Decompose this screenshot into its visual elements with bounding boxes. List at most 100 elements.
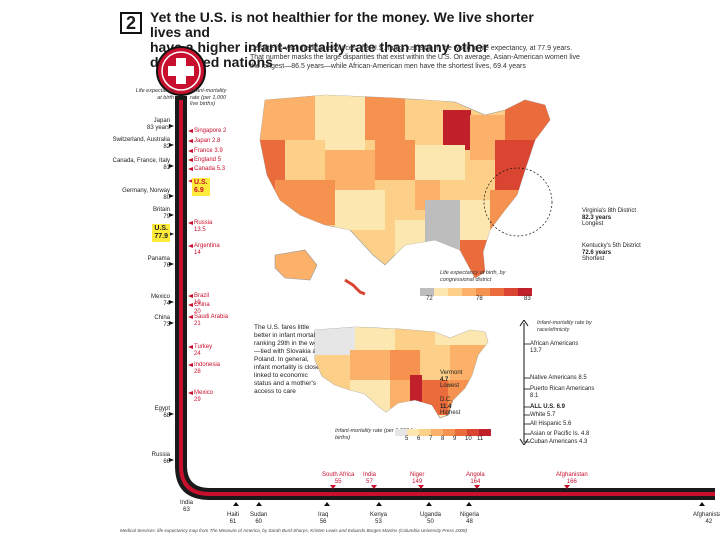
bottom-infant-tick — [330, 485, 336, 489]
infant-item: Brazil 19 — [194, 293, 209, 307]
bottom-life-value: 53 — [375, 519, 382, 525]
infant-item: Singapore 2 — [194, 128, 226, 135]
life-item-value: 80 — [163, 195, 170, 201]
horizontal-bar-stripe — [208, 492, 715, 496]
bottom-life-tick — [376, 502, 382, 506]
life-item-label: Russia — [151, 452, 170, 458]
legend2-swatch — [419, 429, 431, 436]
legend1-swatch — [518, 288, 532, 296]
infant-item-value: 13.5 — [194, 227, 206, 233]
map1-tick-low: 72 — [426, 296, 433, 302]
bottom-infant-value: 166 — [566, 479, 577, 485]
race-item-value: 4.3 — [579, 439, 588, 445]
life-item-label: Mexico — [150, 294, 170, 300]
map1-tick-high: 83 — [524, 296, 531, 302]
life-item-value: 66 — [163, 459, 170, 465]
life-expectancy-map — [259, 94, 553, 296]
infant-mortality-map — [314, 326, 489, 419]
intro-text: Despite its vast medical resources, the … — [250, 45, 580, 70]
bottom-life-item: Uganda 50 — [420, 512, 441, 526]
map2-description: The U.S. fares little better in infant m… — [254, 324, 325, 395]
race-item-value: 8.1 — [530, 393, 539, 399]
bottom-infant-label: India — [363, 472, 377, 478]
bottom-infant-value: 57 — [366, 479, 373, 485]
life-item-label: Switzerland, Australia — [112, 137, 170, 143]
life-tick — [169, 143, 174, 147]
race-item-label: ALL U.S. — [530, 404, 555, 410]
map2-legend-title: Infant-mortality rate (per 1,000 live bi… — [335, 428, 419, 441]
infant-item-value: 24 — [194, 351, 201, 357]
map1-legend: 72 78 83 — [420, 288, 532, 304]
life-item-value: 79 — [163, 214, 170, 220]
race-scale-axis — [519, 320, 530, 445]
legend1-swatch — [490, 288, 504, 296]
life-item: U.S. 77.9 — [152, 224, 170, 242]
life-item-label: Panama — [147, 256, 170, 262]
legend2-swatch — [455, 429, 467, 436]
life-item-value: 74 — [163, 301, 170, 307]
infant-item-label: France — [194, 148, 213, 154]
race-item-label: Puerto Rican Americans — [530, 386, 595, 392]
life-tick — [169, 300, 174, 304]
life-item: Mexico 74 — [151, 294, 170, 308]
infant-item-label: Mexico — [194, 390, 214, 396]
bottom-life-tick — [699, 502, 705, 506]
life-item: Britain 79 — [153, 207, 170, 221]
infant-item-value: 5.3 — [216, 166, 226, 172]
source-credit: Medical Services: life expectancy map fr… — [120, 528, 468, 533]
bottom-infant-item: India 57 — [363, 472, 376, 486]
vermont-annotation: Vermont 4.7 Lowest — [440, 370, 463, 389]
legend1-swatch — [448, 288, 462, 296]
infant-item-value: 20 — [194, 309, 201, 315]
infant-item-label: Canada — [194, 166, 216, 172]
bottom-life-item: India 63 — [180, 500, 193, 514]
race-scale-title: Infant-mortality rate by race/ethnicity — [537, 320, 592, 333]
life-item-value: 81 — [163, 165, 170, 171]
legend2-tick: 11 — [477, 436, 484, 442]
bottom-life-tick — [426, 502, 432, 506]
infant-item-label: Russia — [194, 220, 213, 226]
infant-tick — [188, 129, 193, 133]
bottom-life-tick — [233, 502, 239, 506]
bottom-life-label: Nigeria — [460, 512, 480, 518]
callout-circle — [483, 167, 553, 237]
life-item: Japan 83 years — [147, 118, 170, 132]
infant-item-label: Japan — [194, 138, 211, 144]
alaska-1 — [274, 249, 318, 281]
infant-item-value: 5 — [217, 157, 222, 163]
life-item-label: Canada, France, Italy — [112, 158, 170, 164]
infant-item-label: U.S. — [194, 179, 208, 186]
race-item: Puerto Rican Americans 8.1 — [530, 386, 594, 400]
infant-tick — [188, 149, 193, 153]
bottom-life-label: India — [180, 500, 194, 506]
life-item: Germany, Norway 80 — [122, 188, 170, 202]
life-axis-title: Life expectancy at birth — [135, 88, 174, 101]
infant-item-label: Turkey — [194, 344, 213, 350]
legend2-swatch — [395, 429, 407, 436]
infant-item-label: Brazil — [194, 293, 210, 299]
bottom-infant-item: South Africa 55 — [322, 472, 354, 486]
life-item: Russia 66 — [152, 452, 170, 466]
life-tick — [169, 321, 174, 325]
life-item: Egypt 68 — [155, 406, 170, 420]
life-tick — [169, 458, 174, 462]
infant-item-label: England — [194, 157, 217, 163]
bottom-infant-label: Afghanistan — [556, 472, 588, 478]
infant-tick — [188, 158, 193, 162]
legend2-swatch — [431, 429, 443, 436]
life-item-label: Japan — [153, 118, 170, 124]
bottom-life-value: 60 — [255, 519, 263, 525]
bottom-life-label: Haiti — [227, 512, 240, 518]
life-tick — [169, 262, 174, 266]
life-item: Switzerland, Australia 82 — [113, 137, 170, 151]
red-cross-badge-ring — [161, 51, 201, 91]
infant-item-value: 2 — [223, 128, 227, 134]
bottom-infant-value: 164 — [470, 479, 481, 485]
bottom-life-item: Iraq 56 — [318, 512, 328, 526]
life-item: Panama 76 — [148, 256, 170, 270]
infant-item-value: 3.9 — [214, 148, 223, 154]
infant-tick — [188, 363, 193, 367]
infant-axis-title: Infant-mortality rate (per 1,000 live bi… — [190, 88, 227, 107]
race-item-label: White — [530, 412, 546, 418]
bottom-life-value: 61 — [229, 519, 237, 525]
